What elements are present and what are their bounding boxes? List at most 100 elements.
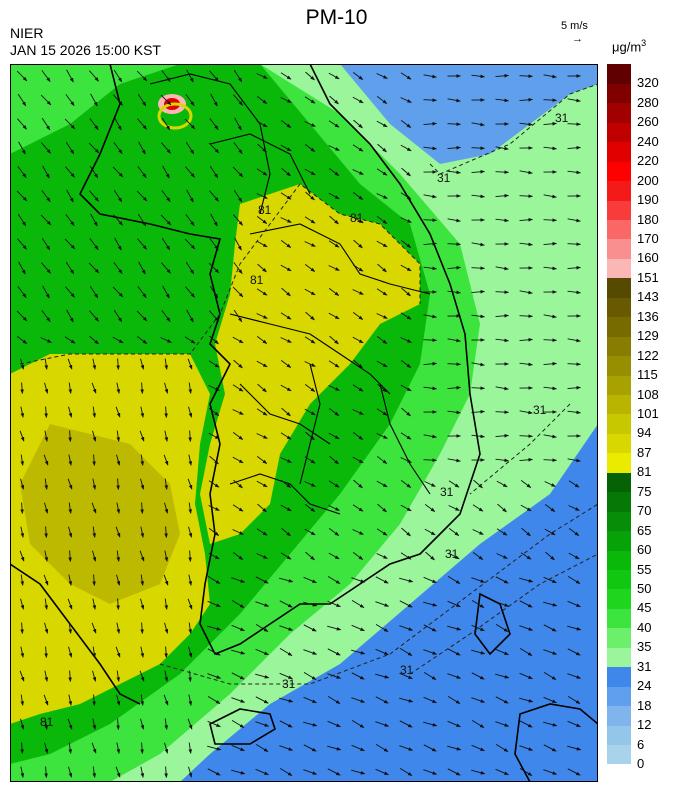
wind-arrow bbox=[495, 721, 510, 727]
wind-arrow bbox=[352, 432, 364, 440]
wind-arrow bbox=[207, 576, 221, 584]
wind-arrow bbox=[280, 457, 292, 463]
wind-arrow bbox=[471, 386, 485, 390]
wind-arrow bbox=[113, 262, 123, 274]
wind-arrow bbox=[209, 285, 219, 299]
wind-arrow bbox=[16, 336, 28, 344]
wind-arrow bbox=[375, 624, 389, 632]
wind-arrow bbox=[279, 577, 294, 583]
wind-arrow bbox=[256, 360, 268, 368]
wind-arrow bbox=[139, 670, 145, 682]
wind-arrow bbox=[303, 624, 317, 632]
wind-arrow bbox=[164, 646, 168, 658]
wind-arrow bbox=[184, 336, 196, 344]
wind-arrow bbox=[423, 266, 437, 271]
wind-arrow bbox=[519, 290, 533, 295]
wind-arrow bbox=[164, 766, 168, 778]
legend-swatch bbox=[607, 589, 631, 609]
wind-arrow bbox=[447, 290, 461, 295]
wind-arrow bbox=[137, 238, 147, 250]
wind-arrow bbox=[304, 168, 316, 176]
wind-arrow bbox=[495, 624, 509, 632]
wind-arrow bbox=[208, 432, 220, 440]
wind-arrow bbox=[472, 529, 484, 535]
wind-arrow bbox=[352, 96, 364, 104]
wind-arrow bbox=[257, 503, 267, 513]
wind-arrow bbox=[351, 697, 366, 703]
wind-arrow bbox=[424, 504, 436, 512]
wind-arrow bbox=[41, 117, 51, 131]
wind-arrow bbox=[376, 96, 388, 104]
wind-arrow bbox=[188, 406, 193, 418]
wind-arrow bbox=[255, 576, 269, 584]
wind-arrow bbox=[567, 98, 581, 103]
wind-arrow bbox=[20, 646, 25, 658]
wind-arrow bbox=[137, 118, 147, 130]
wind-arrow bbox=[304, 121, 316, 127]
wind-arrow bbox=[567, 218, 581, 223]
wind-arrow bbox=[281, 287, 291, 297]
legend-tick-label: 18 bbox=[637, 697, 652, 713]
wind-arrow bbox=[543, 576, 557, 584]
wind-arrow bbox=[161, 310, 171, 322]
wind-arrow bbox=[116, 718, 120, 730]
wind-arrow bbox=[208, 360, 220, 368]
wind-arrow bbox=[399, 625, 414, 631]
wind-arrow bbox=[188, 430, 192, 442]
wind-arrow bbox=[255, 648, 269, 656]
wind-arrow bbox=[303, 601, 318, 607]
wind-arrow bbox=[352, 336, 364, 344]
wind-arrow bbox=[400, 192, 412, 200]
wind-arrow bbox=[136, 70, 148, 82]
wind-arrow bbox=[44, 382, 49, 394]
wind-arrow bbox=[471, 314, 485, 319]
wind-arrow bbox=[188, 694, 193, 706]
wind-arrow bbox=[495, 290, 509, 294]
wind-arrow bbox=[209, 118, 219, 130]
wind-arrow bbox=[352, 529, 364, 535]
wind-arrow bbox=[351, 672, 365, 680]
wind-arrow bbox=[400, 480, 412, 488]
wind-arrow bbox=[447, 218, 461, 223]
wind-arrow bbox=[67, 478, 73, 490]
wind-arrow bbox=[256, 288, 268, 296]
wind-arrow bbox=[471, 600, 485, 608]
legend-tick-label: 24 bbox=[637, 678, 652, 694]
wind-arrow bbox=[68, 742, 72, 754]
legend-swatch bbox=[607, 161, 631, 182]
legend-tick-label: 180 bbox=[637, 211, 659, 227]
contour-label: 31 bbox=[555, 111, 569, 125]
wind-arrow bbox=[376, 528, 388, 536]
wind-arrow bbox=[68, 430, 72, 442]
wind-arrow bbox=[448, 552, 460, 560]
wind-arrow bbox=[92, 478, 97, 490]
wind-arrow bbox=[279, 745, 294, 751]
wind-arrow bbox=[447, 145, 461, 150]
wind-arrow bbox=[495, 696, 509, 704]
wind-arrow bbox=[543, 338, 557, 342]
wind-reference-arrow-icon: → bbox=[572, 33, 583, 45]
wind-arrow bbox=[400, 384, 412, 392]
contour-label: 81 bbox=[40, 715, 54, 729]
wind-arrow bbox=[91, 622, 97, 634]
wind-arrow bbox=[138, 261, 146, 275]
legend-swatch bbox=[607, 297, 631, 318]
wind-arrow bbox=[448, 505, 460, 511]
wind-arrow bbox=[375, 648, 389, 656]
wind-arrow bbox=[20, 358, 25, 370]
wind-arrow bbox=[543, 74, 557, 79]
wind-arrow bbox=[89, 238, 99, 250]
wind-arrow bbox=[65, 94, 75, 106]
wind-arrow bbox=[231, 769, 246, 775]
wind-arrow bbox=[255, 601, 270, 607]
wind-arrow bbox=[164, 406, 168, 418]
wind-arrow bbox=[447, 720, 461, 728]
wind-arrow bbox=[543, 361, 557, 366]
wind-arrow bbox=[400, 337, 412, 343]
wind-arrow bbox=[18, 261, 26, 275]
wind-arrow bbox=[375, 673, 390, 679]
wind-arrow bbox=[188, 646, 193, 658]
wind-arrow bbox=[352, 264, 364, 272]
wind-arrow bbox=[207, 600, 221, 608]
wind-arrow bbox=[401, 287, 411, 297]
